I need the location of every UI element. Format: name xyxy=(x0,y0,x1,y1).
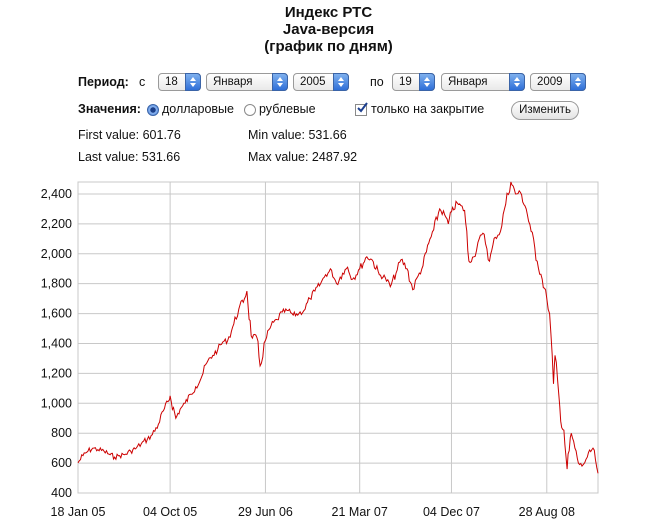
from-day-value: 18 xyxy=(165,76,178,88)
apply-button[interactable]: Изменить xyxy=(511,101,579,120)
from-month-select[interactable]: Января xyxy=(206,73,288,91)
period-to-prefix: по xyxy=(370,75,384,89)
radio-usd[interactable]: долларовые xyxy=(147,102,234,116)
period-label: Период: xyxy=(78,75,129,89)
values-label: Значения: xyxy=(78,102,141,116)
y-tick-label: 600 xyxy=(51,456,72,470)
radio-rub-label: рублевые xyxy=(259,102,316,116)
plot-area-frame xyxy=(77,181,599,494)
title-line-2: Java-версия xyxy=(282,21,375,38)
y-tick-label: 2,400 xyxy=(41,187,72,201)
radio-usd-label: долларовые xyxy=(162,102,234,116)
y-tick-label: 1,400 xyxy=(41,336,72,350)
close-only-checkbox[interactable]: только на закрытие xyxy=(355,102,484,116)
y-tick-label: 1,200 xyxy=(41,366,72,380)
x-tick-label: 04 Dec 07 xyxy=(423,505,480,519)
y-axis-labels: 400 600 800 1,000 1,200 1,400 1,600 1,800 2,000 2… xyxy=(41,187,72,500)
x-tick-label: 29 Jun 06 xyxy=(238,505,293,519)
period-from-prefix: с xyxy=(139,75,146,89)
from-month-arrows-icon xyxy=(272,73,288,91)
x-tick-label: 18 Jan 05 xyxy=(51,505,106,519)
radio-rub-icon xyxy=(244,103,256,116)
to-day-value: 19 xyxy=(399,76,412,88)
y-tick-label: 1,800 xyxy=(41,277,72,291)
min-value-text: Min value: 531.66 xyxy=(248,128,347,142)
close-only-label: только на закрытие xyxy=(371,102,485,116)
radio-usd-icon xyxy=(147,103,159,116)
from-month-value: Января xyxy=(213,76,253,88)
x-tick-label: 04 Oct 05 xyxy=(143,505,197,519)
to-year-value: 2009 xyxy=(537,76,563,88)
from-day-arrows-icon xyxy=(185,73,201,91)
to-month-arrows-icon xyxy=(509,73,525,91)
title-line-1: Индекс РТС xyxy=(284,4,373,21)
series-line xyxy=(77,181,599,474)
last-value-text: Last value: 531.66 xyxy=(78,150,181,164)
x-tick-label: 28 Aug 08 xyxy=(519,505,575,519)
radio-rub[interactable]: рублевые xyxy=(244,102,316,116)
x-tick-label: 21 Mar 07 xyxy=(332,505,388,519)
to-day-select[interactable]: 19 xyxy=(392,73,435,91)
y-tick-label: 1,600 xyxy=(41,307,72,321)
chart-grid xyxy=(77,181,599,494)
y-tick-label: 400 xyxy=(51,486,72,500)
from-day-select[interactable]: 18 xyxy=(158,73,201,91)
chart-title: Индекс РТС Java-версия (график по дням) xyxy=(0,4,657,55)
to-year-select[interactable]: 2009 xyxy=(530,73,586,91)
y-tick-label: 2,200 xyxy=(41,217,72,231)
title-line-3: (график по дням) xyxy=(264,38,393,55)
checkmark-icon xyxy=(355,102,368,116)
from-year-arrows-icon xyxy=(333,73,349,91)
y-tick-label: 1,000 xyxy=(41,396,72,410)
from-year-select[interactable]: 2005 xyxy=(293,73,349,91)
max-value-text: Max value: 2487.92 xyxy=(248,150,358,164)
from-year-value: 2005 xyxy=(300,76,326,88)
to-year-arrows-icon xyxy=(570,73,586,91)
to-month-select[interactable]: Января xyxy=(441,73,525,91)
to-day-arrows-icon xyxy=(419,73,435,91)
to-month-value: Января xyxy=(448,76,488,88)
y-tick-label: 800 xyxy=(51,426,72,440)
chart-series xyxy=(77,181,599,474)
x-axis-labels: 18 Jan 05 04 Oct 05 29 Jun 06 21 Mar 07 04 D… xyxy=(51,505,575,519)
y-tick-label: 2,000 xyxy=(41,247,72,261)
first-value-text: First value: 601.76 xyxy=(78,128,181,142)
